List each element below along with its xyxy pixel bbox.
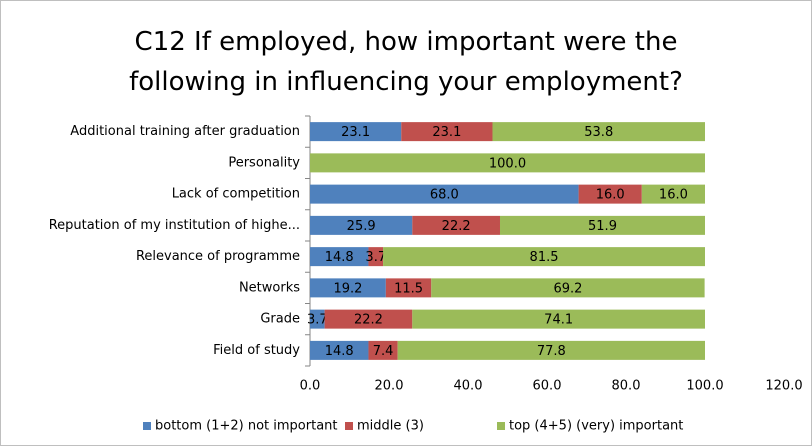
x-tick-label: 120.0 xyxy=(765,379,802,394)
legend-label: top (4+5) (very) important xyxy=(509,419,683,434)
data-label: 53.8 xyxy=(584,125,613,140)
legend-swatch xyxy=(143,422,151,430)
data-label: 3.7 xyxy=(365,250,386,265)
y-tick-label: Additional training after graduation xyxy=(70,124,300,139)
bar-segment xyxy=(310,122,402,142)
bar-segment xyxy=(310,340,369,360)
y-tick-label: Field of study xyxy=(213,343,300,358)
data-label: 22.2 xyxy=(354,313,383,328)
bar-segment xyxy=(385,278,432,298)
bar-segment xyxy=(412,309,705,329)
bar-segment xyxy=(397,340,705,360)
data-label: 25.9 xyxy=(347,219,376,234)
data-label: 100.0 xyxy=(489,156,526,171)
bar-segment xyxy=(368,340,398,360)
legend-label: middle (3) xyxy=(357,419,424,434)
data-label: 77.8 xyxy=(537,344,566,359)
bar-segment xyxy=(310,278,386,298)
data-label: 69.2 xyxy=(553,281,582,296)
legend-swatch xyxy=(345,422,353,430)
y-tick-label: Reputation of my institution of highe... xyxy=(49,218,300,233)
x-tick-label: 80.0 xyxy=(612,379,641,394)
data-label: 68.0 xyxy=(430,188,459,203)
bar-segment xyxy=(431,278,705,298)
y-tick-label: Personality xyxy=(228,155,300,170)
chart-title: C12 If employed, how important were the … xyxy=(129,27,683,97)
data-label: 14.8 xyxy=(325,344,354,359)
data-label: 19.2 xyxy=(333,281,362,296)
legend-label: bottom (1+2) not important xyxy=(155,419,338,434)
data-label: 23.1 xyxy=(432,125,461,140)
bar-segment xyxy=(492,122,705,142)
x-tick-label: 60.0 xyxy=(533,379,562,394)
legend-swatch xyxy=(497,422,505,430)
data-label: 16.0 xyxy=(659,188,688,203)
data-label: 81.5 xyxy=(530,250,559,265)
bar-segment xyxy=(641,184,705,204)
bar-segment xyxy=(383,247,705,267)
x-tick-label: 20.0 xyxy=(375,379,404,394)
bar-segment xyxy=(310,247,369,267)
y-tick-label: Grade xyxy=(260,312,300,327)
x-tick-label: 0.0 xyxy=(300,379,321,394)
data-label: 74.1 xyxy=(544,313,573,328)
data-label: 7.4 xyxy=(373,344,394,359)
x-tick-label: 100.0 xyxy=(686,379,723,394)
data-label: 22.2 xyxy=(442,219,471,234)
bar-segment xyxy=(310,153,705,173)
bar-segment xyxy=(368,247,384,267)
bar-segment xyxy=(499,215,705,235)
data-label: 14.8 xyxy=(325,250,354,265)
bar-segment xyxy=(310,184,579,204)
bar-segment xyxy=(310,309,325,329)
bar-segment xyxy=(401,122,493,142)
bar-segment xyxy=(324,309,413,329)
data-label: 11.5 xyxy=(394,281,423,296)
bar-segment xyxy=(578,184,642,204)
y-tick-label: Networks xyxy=(239,280,300,295)
y-tick-label: Lack of competition xyxy=(172,187,300,202)
data-label: 3.7 xyxy=(307,313,328,328)
bar-segment xyxy=(310,215,413,235)
bar-segment xyxy=(412,215,500,235)
data-label: 23.1 xyxy=(341,125,370,140)
data-label: 16.0 xyxy=(596,188,625,203)
y-tick-label: Relevance of programme xyxy=(136,249,300,264)
data-label: 51.9 xyxy=(588,219,617,234)
x-tick-label: 40.0 xyxy=(454,379,483,394)
